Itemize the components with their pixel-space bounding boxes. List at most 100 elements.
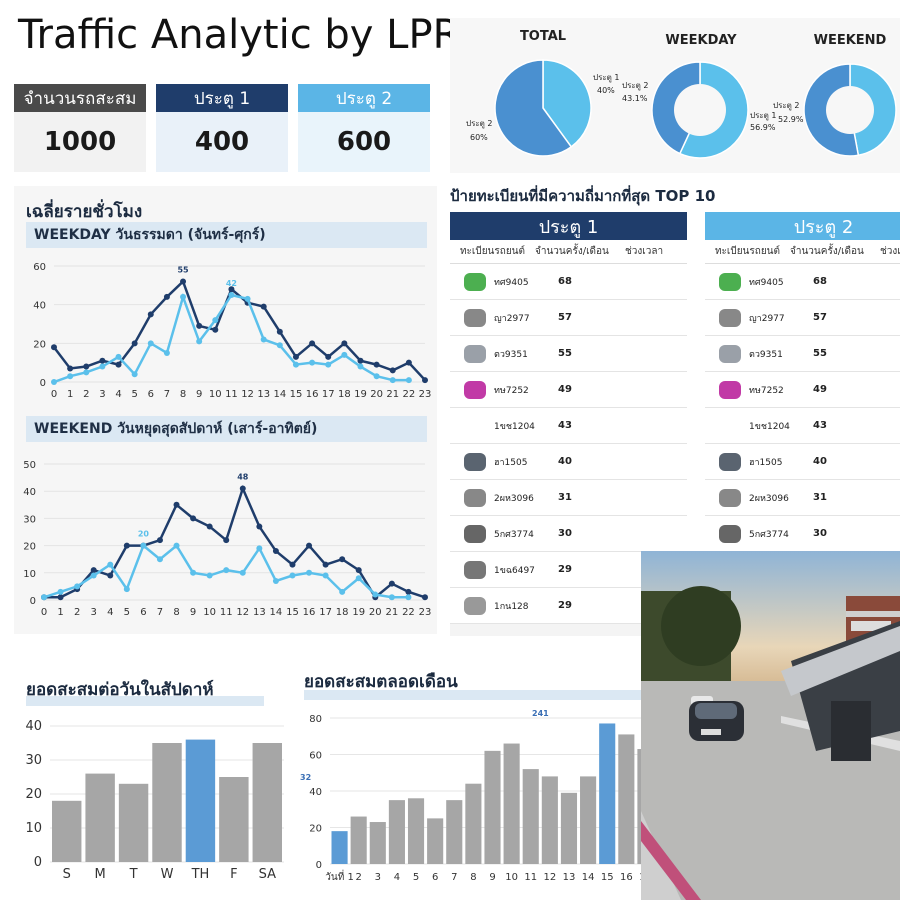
plate-count: 29 [558, 600, 572, 611]
peak-label: 55 [177, 265, 189, 274]
data-point [131, 340, 138, 347]
x-tick-label: 6 [140, 607, 146, 618]
donut-weekend-gate2-pct: 52.9% [778, 115, 804, 124]
bar [599, 723, 616, 864]
data-point [228, 286, 235, 293]
data-point [140, 542, 147, 549]
plate-count: 57 [558, 312, 572, 323]
x-tick-label: 13 [563, 872, 576, 883]
x-tick-label: 13 [257, 389, 270, 400]
y-tick-label: 40 [25, 719, 42, 734]
stat-gate1-label: ประตู 1 [156, 84, 288, 112]
data-point [190, 569, 197, 576]
x-tick-label: 17 [639, 872, 641, 883]
stat-total-value: 1000 [43, 127, 117, 157]
plate-count: 29 [558, 564, 572, 575]
plate-count: 43 [813, 420, 827, 431]
x-tick-label: 4 [115, 389, 121, 400]
bar [618, 734, 635, 864]
x-tick-label: S [63, 867, 71, 882]
table-row: 1ขช1204 43 [705, 408, 900, 444]
x-tick-label: 0 [41, 607, 47, 618]
x-tick-label: 11 [225, 389, 238, 400]
gate2-plates-table: ประตู 2 ทะเบียนรถยนต์ จำนวนครั้ง/เดือน ช… [705, 212, 900, 552]
x-tick-label: 4 [394, 872, 400, 883]
data-point [289, 572, 296, 579]
peak-label: 48 [237, 472, 249, 481]
x-tick-label: 13 [253, 607, 266, 618]
data-point [51, 344, 57, 351]
donut-slice [542, 59, 592, 148]
data-point [115, 353, 122, 360]
bar [185, 739, 216, 862]
bar [580, 776, 597, 864]
car-thumbnail-icon [464, 308, 486, 327]
hourly-panel: เฉลี่ยรายชั่วโมง WEEKDAY วันธรรมดา (จันท… [14, 186, 437, 634]
plate-number: ฮา1505 [494, 457, 528, 468]
x-tick-label: 19 [352, 607, 365, 618]
data-point [388, 580, 395, 587]
data-point [355, 567, 362, 574]
data-point [355, 575, 362, 582]
data-point [239, 569, 246, 576]
x-tick-label: 11 [524, 872, 537, 883]
plate-number: ทษ7252 [494, 385, 529, 396]
donut-charts: TOTAL WEEKDAY WEEKEND ประตู 1 40% ประตู … [466, 29, 897, 159]
daily-bar-chart: 0 10 20 30 40 S M T W TH F SA [25, 719, 284, 882]
plate-number: ญา2977 [749, 313, 785, 324]
monthly-heading: ยอดสะสมตลอดเดือน [304, 672, 458, 692]
donut-weekday-title: WEEKDAY [665, 33, 737, 48]
donut-total-gate1-label: ประตู 1 [593, 73, 620, 83]
data-point [212, 326, 219, 333]
data-point [256, 523, 263, 530]
col-time: ช่วงเวลา [625, 246, 664, 257]
x-tick-label: 1 [57, 607, 63, 618]
data-label-peak: 241 [532, 709, 549, 718]
table-row: 5กศ3774 30 [450, 516, 687, 552]
donut-weekday [651, 61, 749, 159]
data-point [67, 365, 74, 372]
x-tick-label: T [129, 867, 138, 882]
donut-total [494, 59, 592, 157]
data-point [196, 322, 203, 329]
table-row: 1ขช1204 43 [450, 408, 687, 444]
data-point [309, 359, 316, 366]
data-point [272, 548, 279, 555]
x-tick-label: F [230, 867, 237, 882]
data-point [156, 556, 163, 563]
table-row: ทศ9405 68 [705, 264, 900, 300]
data-point [272, 577, 279, 584]
table-row: ฮา1505 40 [450, 444, 687, 480]
data-point [389, 377, 396, 384]
data-point [276, 328, 283, 335]
data-point [239, 485, 246, 492]
donut-weekday-gate2-label: ประตู 2 [622, 81, 649, 91]
data-point [388, 594, 395, 601]
data-point [115, 361, 122, 368]
y-tick-label: 60 [33, 262, 46, 273]
car-thumbnail-icon [464, 488, 486, 507]
data-point [90, 567, 97, 574]
plate-number: 2ผห3096 [494, 493, 534, 504]
x-tick-label: 20 [369, 607, 382, 618]
y-tick-label: 40 [33, 301, 46, 312]
x-tick-label: 9 [489, 872, 495, 883]
bar [331, 831, 348, 864]
donut-weekday-gate1-label: ประตู 1 [750, 111, 777, 121]
data-point [57, 594, 64, 601]
data-point [41, 594, 47, 601]
table-row: ญา2977 57 [705, 300, 900, 336]
lpr-gate-photo [641, 551, 900, 900]
y-tick-label: 10 [23, 569, 36, 580]
data-point [163, 293, 170, 300]
col-time: ช่วงเวลา [880, 246, 900, 257]
gate1-table-header: ทะเบียนรถยนต์ จำนวนครั้ง/เดือน ช่วงเวลา [450, 240, 687, 264]
table-row: ตว9351 55 [450, 336, 687, 372]
gate2-table-header: ทะเบียนรถยนต์ จำนวนครั้ง/เดือน ช่วงเวลา [705, 240, 900, 264]
x-tick-label: 19 [354, 389, 367, 400]
data-point [206, 523, 213, 530]
plate-count: 30 [813, 528, 827, 539]
x-tick-label: 10 [505, 872, 518, 883]
data-point [389, 367, 396, 374]
